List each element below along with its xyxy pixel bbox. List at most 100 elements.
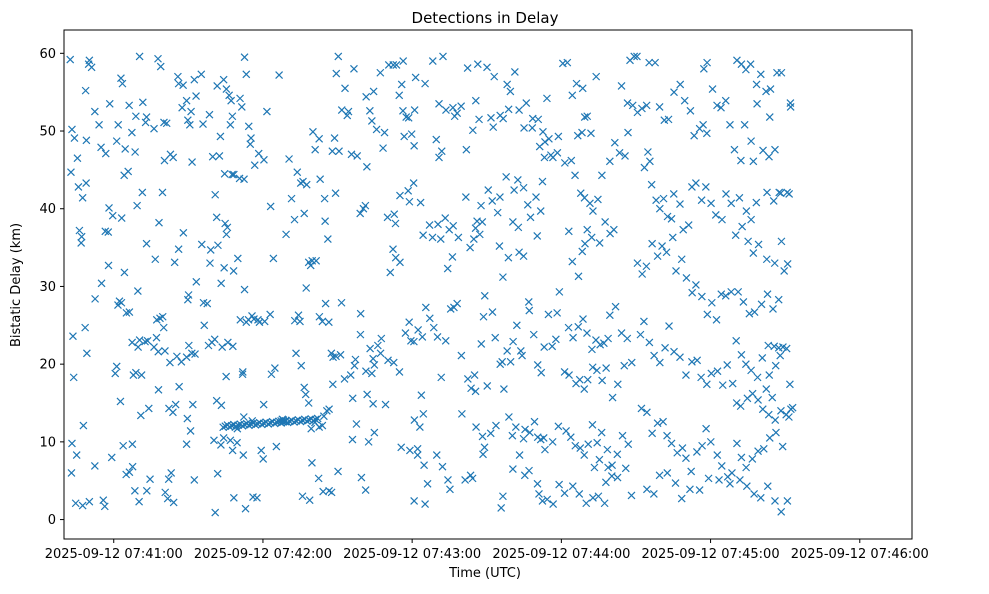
data-point xyxy=(702,424,711,433)
data-point xyxy=(406,336,415,345)
data-point xyxy=(617,82,626,90)
data-point xyxy=(745,309,754,318)
data-point xyxy=(343,111,352,120)
data-point xyxy=(138,98,147,107)
data-point xyxy=(462,145,471,154)
data-point xyxy=(655,358,664,367)
data-point xyxy=(525,306,534,315)
data-point xyxy=(633,259,642,268)
data-point xyxy=(283,418,292,427)
data-point xyxy=(77,232,86,241)
data-point xyxy=(676,353,684,362)
data-point xyxy=(228,112,237,121)
data-point xyxy=(441,214,450,222)
data-point xyxy=(608,461,617,470)
data-point xyxy=(192,92,200,100)
data-point xyxy=(199,120,207,128)
data-point xyxy=(411,73,420,82)
data-point xyxy=(568,257,577,266)
data-point xyxy=(672,266,680,275)
data-point xyxy=(530,417,539,426)
data-point xyxy=(515,451,524,459)
data-point xyxy=(623,99,632,107)
data-point xyxy=(206,259,214,268)
data-point xyxy=(178,103,187,112)
data-point xyxy=(238,370,247,379)
data-point xyxy=(112,137,121,146)
data-point xyxy=(272,442,281,451)
data-point xyxy=(598,376,607,385)
data-point xyxy=(390,210,399,219)
data-point xyxy=(228,342,237,351)
data-point xyxy=(365,106,374,115)
data-point xyxy=(442,106,450,114)
data-point xyxy=(566,433,575,442)
data-point xyxy=(211,508,220,517)
data-point xyxy=(386,268,395,277)
data-point xyxy=(738,222,747,231)
data-point xyxy=(536,207,545,215)
data-point xyxy=(573,131,582,140)
data-point xyxy=(638,270,647,278)
data-point xyxy=(119,441,128,450)
data-point xyxy=(575,490,584,498)
data-point xyxy=(421,500,430,508)
data-point xyxy=(376,349,385,358)
data-point xyxy=(583,329,591,337)
data-point xyxy=(381,400,390,409)
data-point xyxy=(410,496,419,505)
data-point xyxy=(384,356,392,365)
data-point xyxy=(135,52,144,61)
data-point xyxy=(633,52,641,61)
data-point xyxy=(528,123,537,132)
data-point xyxy=(534,115,543,124)
data-point xyxy=(540,343,549,351)
data-point xyxy=(692,448,701,456)
data-point xyxy=(615,148,624,157)
data-point xyxy=(535,490,543,498)
data-point xyxy=(421,303,430,312)
data-point xyxy=(362,162,371,171)
data-point xyxy=(107,453,116,462)
data-point xyxy=(608,393,617,402)
data-point xyxy=(169,153,178,162)
data-point xyxy=(568,482,577,491)
data-point xyxy=(69,373,78,382)
data-point xyxy=(576,189,585,198)
data-point xyxy=(168,408,177,417)
data-point xyxy=(472,423,480,432)
data-point xyxy=(155,218,163,227)
data-point xyxy=(340,374,349,383)
data-point xyxy=(304,399,313,407)
data-point xyxy=(479,312,488,321)
data-point xyxy=(439,52,447,61)
data-point xyxy=(419,231,428,240)
data-point xyxy=(410,106,419,114)
data-point xyxy=(588,345,596,354)
data-point xyxy=(592,366,601,375)
data-point xyxy=(748,389,757,398)
data-point xyxy=(560,158,569,167)
data-point xyxy=(95,120,103,129)
data-point xyxy=(78,501,87,510)
data-point xyxy=(116,397,125,406)
data-point xyxy=(323,235,332,243)
data-point xyxy=(68,125,76,134)
data-point xyxy=(708,85,717,93)
data-point xyxy=(233,254,242,263)
data-point xyxy=(574,322,583,331)
data-point xyxy=(667,439,676,448)
data-point xyxy=(71,499,80,508)
data-point xyxy=(142,113,151,121)
data-point xyxy=(311,415,320,424)
data-point xyxy=(471,96,480,105)
data-point xyxy=(182,440,191,449)
data-point xyxy=(372,125,381,134)
data-point xyxy=(285,155,293,163)
data-point xyxy=(246,140,255,149)
data-point xyxy=(73,154,82,163)
data-point xyxy=(222,85,231,93)
data-point xyxy=(208,152,217,161)
data-point xyxy=(100,502,109,511)
data-point xyxy=(241,504,250,513)
